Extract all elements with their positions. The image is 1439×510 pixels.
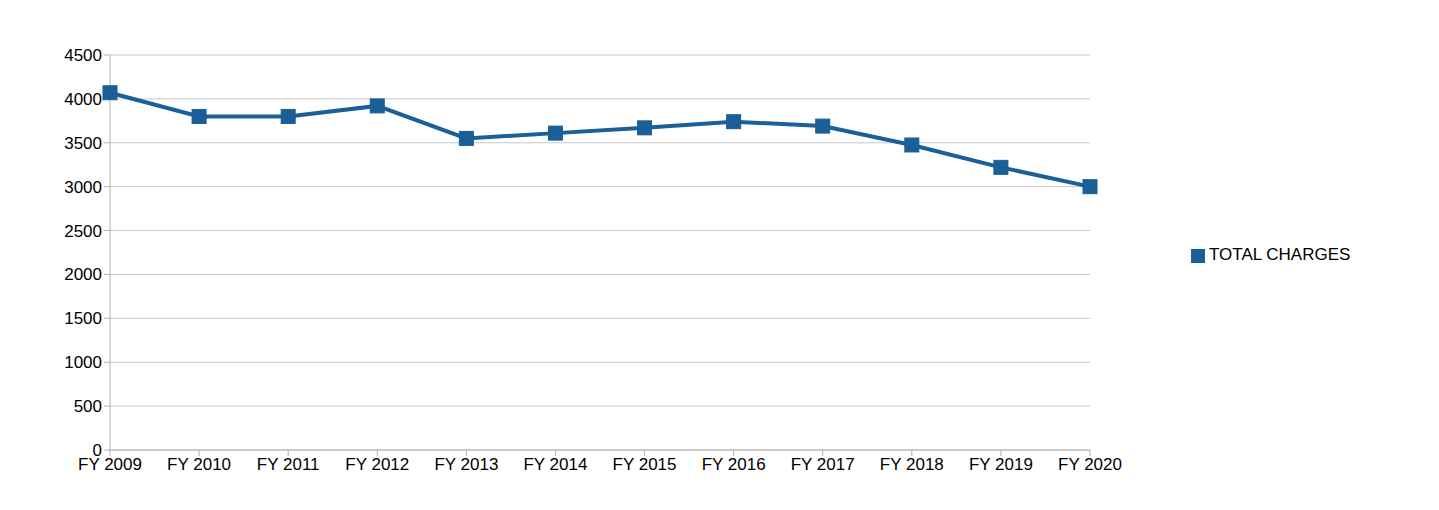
svg-text:3500: 3500 bbox=[64, 134, 102, 153]
svg-text:FY 2020: FY 2020 bbox=[1058, 455, 1122, 474]
svg-text:2000: 2000 bbox=[64, 265, 102, 284]
svg-text:FY 2009: FY 2009 bbox=[78, 455, 142, 474]
svg-text:FY 2019: FY 2019 bbox=[969, 455, 1033, 474]
svg-text:FY 2011: FY 2011 bbox=[257, 455, 320, 474]
svg-text:FY 2012: FY 2012 bbox=[345, 455, 409, 474]
svg-text:2500: 2500 bbox=[64, 222, 102, 241]
svg-text:FY 2014: FY 2014 bbox=[523, 455, 587, 474]
svg-text:FY 2017: FY 2017 bbox=[791, 455, 855, 474]
svg-text:1500: 1500 bbox=[64, 309, 102, 328]
svg-text:4500: 4500 bbox=[64, 46, 102, 65]
svg-text:FY 2018: FY 2018 bbox=[880, 455, 944, 474]
svg-text:FY 2016: FY 2016 bbox=[702, 455, 766, 474]
svg-text:3000: 3000 bbox=[64, 178, 102, 197]
svg-text:0: 0 bbox=[93, 441, 102, 460]
svg-text:1000: 1000 bbox=[64, 353, 102, 372]
svg-text:4000: 4000 bbox=[64, 90, 102, 109]
svg-text:FY 2010: FY 2010 bbox=[167, 455, 231, 474]
svg-text:FY 2015: FY 2015 bbox=[613, 455, 677, 474]
html-text:TOTAL CHARGES: TOTAL CHARGES bbox=[1209, 245, 1351, 264]
svg-text:500: 500 bbox=[74, 397, 102, 416]
svg-text:FY 2013: FY 2013 bbox=[434, 455, 498, 474]
